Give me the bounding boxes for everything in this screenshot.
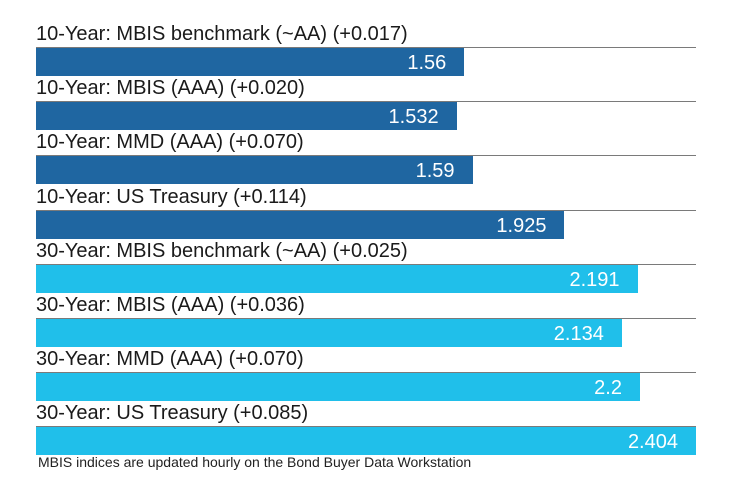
bar-category-label: 10-Year: MBIS (AAA) (+0.020) — [36, 77, 305, 100]
row-divider — [36, 209, 696, 211]
bar-category-label: 10-Year: US Treasury (+0.114) — [36, 185, 307, 208]
bar: 2.191 — [36, 264, 638, 293]
bar-category-label: 10-Year: MBIS benchmark (~AA) (+0.017) — [36, 23, 408, 45]
row-divider — [36, 372, 696, 374]
row-divider — [36, 101, 696, 103]
bar-row: 30-Year: MBIS (AAA) (+0.036) 2.134 — [36, 293, 706, 350]
bar-category-label: 30-Year: MBIS benchmark (~AA) (+0.025) — [36, 239, 408, 262]
bar: 2.2 — [36, 373, 640, 402]
bar-value-label: 2.191 — [569, 268, 620, 291]
bar-row: 10-Year: MBIS (AAA) (+0.020) 1.532 — [36, 76, 706, 133]
bar-value-label: 2.134 — [553, 323, 604, 345]
bar: 2.404 — [36, 427, 696, 456]
bar-value-label: 2.2 — [594, 377, 622, 400]
bar-value-label: 1.59 — [415, 160, 455, 183]
bar: 2.134 — [36, 319, 622, 347]
bar-category-label: 30-Year: MBIS (AAA) (+0.036) — [36, 294, 305, 316]
bar-value-label: 1.925 — [496, 214, 547, 237]
row-divider — [36, 155, 696, 157]
bar: 1.532 — [36, 102, 457, 131]
bar: 1.59 — [36, 156, 473, 185]
row-divider — [36, 263, 696, 265]
row-divider — [36, 318, 696, 319]
bar-category-label: 10-Year: MMD (AAA) (+0.070) — [36, 131, 304, 154]
bar-row: 30-Year: MMD (AAA) (+0.070) 2.2 — [36, 347, 706, 404]
bar-row: 10-Year: US Treasury (+0.114) 1.925 — [36, 185, 706, 242]
bar-row: 10-Year: MBIS benchmark (~AA) (+0.017) 1.… — [36, 22, 706, 79]
bar-value-label: 1.56 — [407, 52, 447, 74]
chart-footnote: MBIS indices are updated hourly on the B… — [38, 454, 472, 470]
row-divider — [36, 426, 696, 428]
bar-row: 10-Year: MMD (AAA) (+0.070) 1.59 — [36, 130, 706, 187]
bar: 1.925 — [36, 210, 565, 239]
bar-row: 30-Year: US Treasury (+0.085) 2.404 — [36, 401, 706, 458]
bar-category-label: 30-Year: US Treasury (+0.085) — [36, 402, 309, 425]
bar: 1.56 — [36, 48, 465, 76]
bar-value-label: 2.404 — [627, 431, 678, 454]
bar-value-label: 1.532 — [388, 106, 439, 129]
bar-row: 30-Year: MBIS benchmark (~AA) (+0.025) 2.… — [36, 239, 706, 296]
bar-category-label: 30-Year: MMD (AAA) (+0.070) — [36, 348, 304, 371]
row-divider — [36, 47, 696, 48]
